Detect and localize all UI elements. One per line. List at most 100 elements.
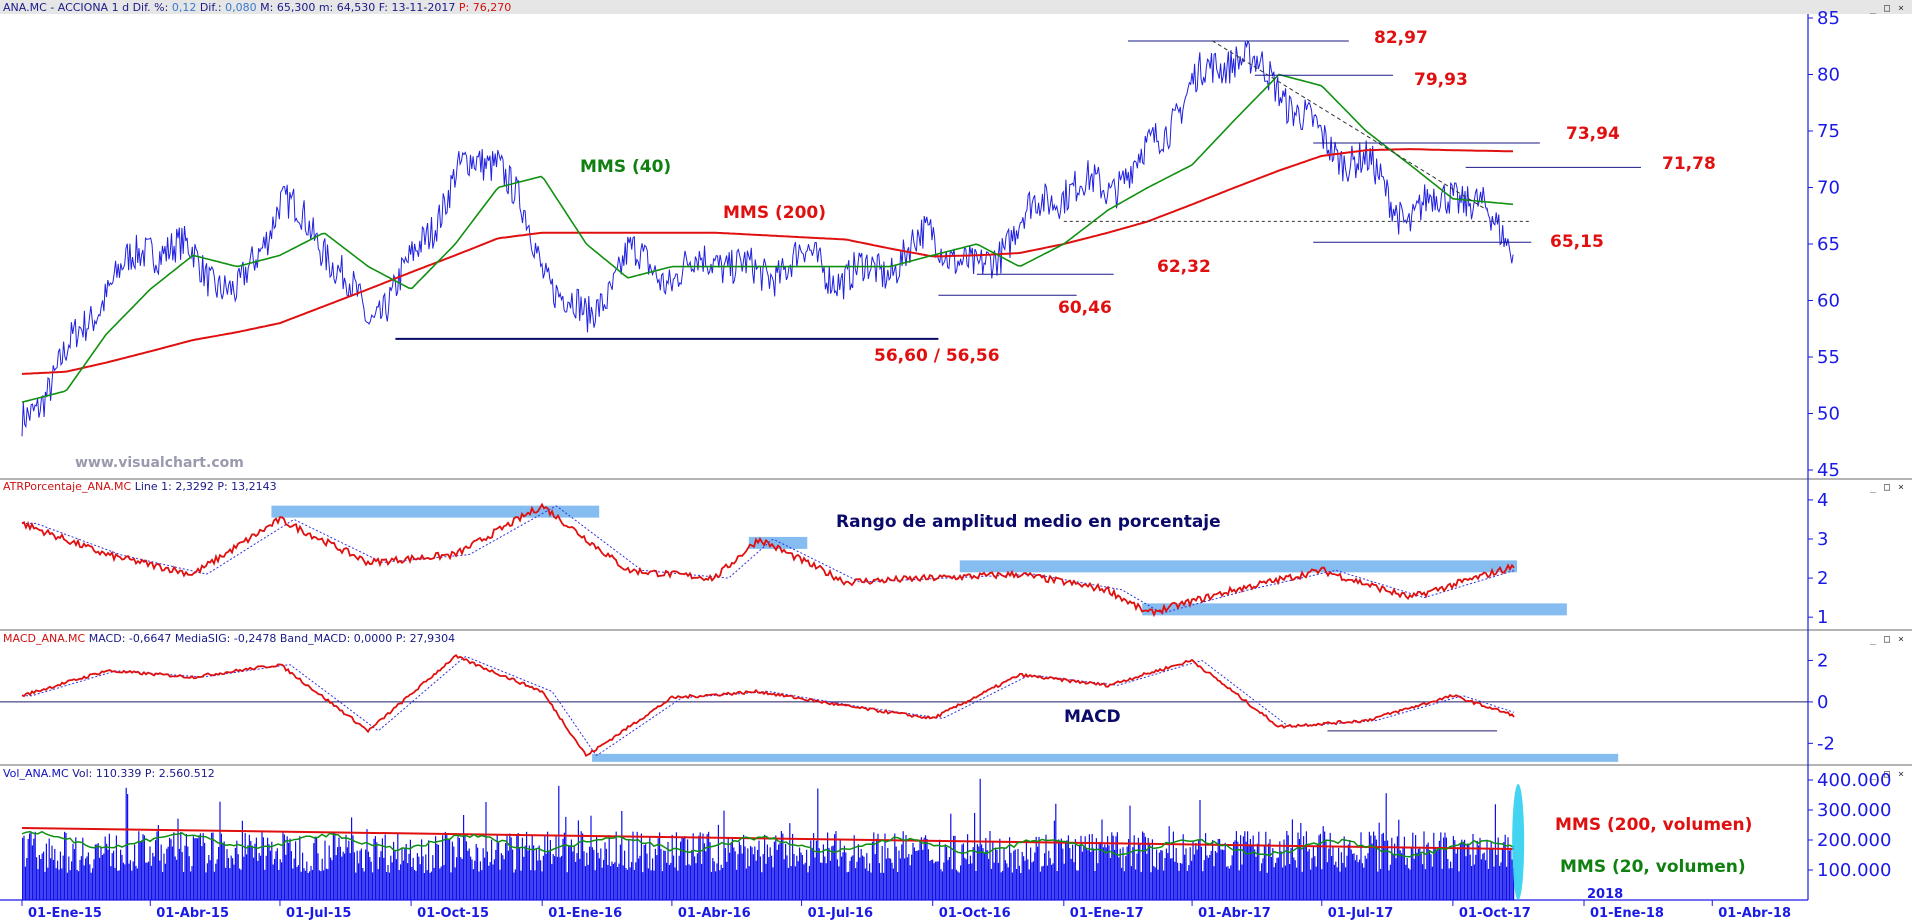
volume-bar: [617, 867, 619, 900]
volume-bar: [842, 852, 844, 900]
volume-bar: [1150, 872, 1152, 900]
volume-bar: [680, 841, 682, 900]
atr-highlight-high: [271, 505, 600, 518]
volume-bar: [954, 835, 956, 900]
volume-bar: [1192, 840, 1194, 900]
volume-bar: [444, 831, 446, 900]
volume-bar: [614, 862, 616, 900]
volume-bar: [318, 870, 320, 900]
maximize-button[interactable]: □: [1884, 3, 1890, 14]
volume-bar: [709, 842, 711, 900]
volume-minimize-button[interactable]: _: [1870, 769, 1877, 780]
volume-bar: [1384, 840, 1386, 900]
volume-bar: [955, 869, 957, 900]
volume-bar: [171, 846, 173, 900]
macd-minimize-button[interactable]: _: [1870, 634, 1877, 645]
volume-bar: [1311, 857, 1313, 900]
volume-bar: [346, 847, 348, 900]
volume-bar: [304, 870, 306, 900]
volume-bar: [442, 835, 444, 900]
volume-bar: [1195, 843, 1197, 900]
volume-bar: [240, 869, 242, 900]
volume-bar: [225, 867, 227, 900]
volume-bar: [1480, 859, 1482, 900]
volume-bar: [500, 853, 502, 900]
volume-bar: [829, 860, 831, 900]
volume-bar: [528, 845, 530, 900]
volume-maximize-button[interactable]: □: [1884, 769, 1890, 780]
volume-bar: [646, 853, 648, 900]
volume-bar: [97, 843, 99, 900]
volume-bar: [666, 862, 668, 900]
atr-window-buttons[interactable]: _ □ ×: [1870, 482, 1904, 493]
volume-bar: [1483, 852, 1485, 900]
volume-bar: [414, 869, 416, 900]
price-series-line: [21, 39, 1514, 437]
volume-bar: [846, 872, 848, 900]
volume-bar: [275, 851, 277, 900]
volume-bar: [1437, 848, 1439, 900]
volume-bar: [488, 865, 490, 900]
volume-bar: [64, 831, 66, 900]
atr-y-tick-label: 4: [1817, 490, 1828, 511]
volume-bar: [1095, 838, 1097, 900]
volume-bar: [262, 837, 264, 900]
macd-close-button[interactable]: ×: [1898, 634, 1904, 645]
volume-bar: [1128, 839, 1130, 900]
volume-bar: [576, 853, 578, 900]
volume-bar: [472, 869, 474, 900]
volume-bar: [832, 845, 834, 900]
volume-bar: [166, 848, 168, 900]
volume-bar: [1409, 869, 1411, 900]
volume-bar: [330, 857, 332, 900]
volume-bar: [549, 840, 551, 900]
volume-bar: [1165, 848, 1167, 900]
volume-bar: [834, 834, 836, 900]
volume-bar: [393, 841, 395, 900]
volume-bar: [1025, 840, 1027, 900]
volume-bar: [848, 871, 850, 900]
volume-bar: [1240, 835, 1242, 900]
volume-bar: [1441, 868, 1443, 900]
volume-bar: [34, 831, 36, 900]
volume-bar: [1286, 831, 1288, 900]
volume-bar: [1478, 845, 1480, 900]
vol-mms200-label: MMS (200, volumen): [1555, 815, 1752, 835]
atr-maximize-button[interactable]: □: [1884, 482, 1890, 493]
volume-bar: [772, 867, 774, 900]
volume-bar: [659, 832, 661, 900]
atr-close-button[interactable]: ×: [1898, 482, 1904, 493]
volume-close-button[interactable]: ×: [1898, 769, 1904, 780]
volume-bar: [439, 868, 441, 900]
volume-bar: [1164, 858, 1166, 900]
volume-bar: [1419, 846, 1421, 900]
minimize-button[interactable]: _: [1870, 3, 1877, 14]
volume-bar: [1496, 854, 1498, 900]
volume-window-buttons[interactable]: _ □ ×: [1870, 769, 1904, 780]
macd-window-buttons[interactable]: _ □ ×: [1870, 634, 1904, 645]
volume-bar: [1189, 847, 1191, 900]
volume-bar: [799, 847, 801, 900]
volume-bar: [432, 855, 434, 900]
volume-bar: [801, 855, 803, 900]
main-window-buttons[interactable]: _ □ ×: [1870, 3, 1904, 14]
volume-bar: [143, 835, 145, 900]
volume-bar: [794, 866, 796, 900]
volume-bar: [951, 869, 953, 900]
volume-bar: [541, 871, 543, 900]
volume-bar: [1177, 862, 1179, 900]
volume-bar: [339, 846, 341, 900]
volume-bar: [1307, 851, 1309, 900]
volume-bar: [1251, 844, 1253, 900]
volume-bar: [491, 839, 493, 900]
volume-bar: [1297, 832, 1299, 900]
macd-maximize-button[interactable]: □: [1884, 634, 1890, 645]
volume-bar: [881, 846, 883, 900]
volume-bar: [1168, 826, 1170, 900]
volume-bar: [1060, 838, 1062, 900]
volume-bar: [723, 810, 725, 900]
close-button[interactable]: ×: [1898, 3, 1904, 14]
atr-minimize-button[interactable]: _: [1870, 482, 1877, 493]
volume-bar: [355, 872, 357, 900]
volume-bar: [1090, 851, 1092, 900]
